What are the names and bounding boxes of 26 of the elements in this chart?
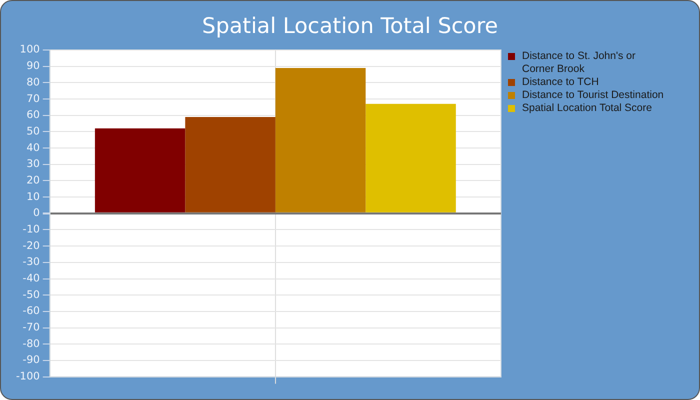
y-tick-label: -90 (22, 354, 40, 366)
y-tick-label: -30 (22, 256, 40, 268)
y-tick-label: 60 (26, 109, 40, 122)
legend-label: Distance to St. John's or Corner Brook (522, 50, 636, 76)
y-tick-label: 20 (26, 174, 40, 186)
y-tick-label: -80 (22, 338, 40, 350)
y-tick-label: 40 (26, 142, 40, 154)
y-tick-label: -70 (22, 322, 40, 334)
legend-label: Distance to Tourist Destination (522, 89, 664, 102)
y-tick-label: -40 (22, 272, 40, 284)
y-tick-label: 70 (26, 92, 40, 105)
y-tick-label: 90 (26, 60, 40, 72)
chart-title: Spatial Location Total Score (201, 14, 499, 40)
y-tick-label: 80 (26, 76, 40, 88)
legend-label: Distance to TCH (522, 76, 599, 89)
legend-label: Spatial Location Total Score (522, 102, 652, 115)
y-tick-label: 50 (26, 125, 40, 138)
y-tick-label: -20 (22, 240, 40, 252)
y-tick-label: -60 (22, 305, 40, 318)
y-tick-label: 100 (20, 44, 40, 56)
y-tick-label: 30 (26, 158, 40, 170)
y-tick-label: -50 (22, 288, 40, 301)
y-tick-label: 10 (26, 190, 40, 203)
y-tick-label: -100 (16, 370, 40, 383)
y-tick-label: -10 (22, 223, 40, 236)
y-tick-label: 0 (33, 207, 40, 220)
